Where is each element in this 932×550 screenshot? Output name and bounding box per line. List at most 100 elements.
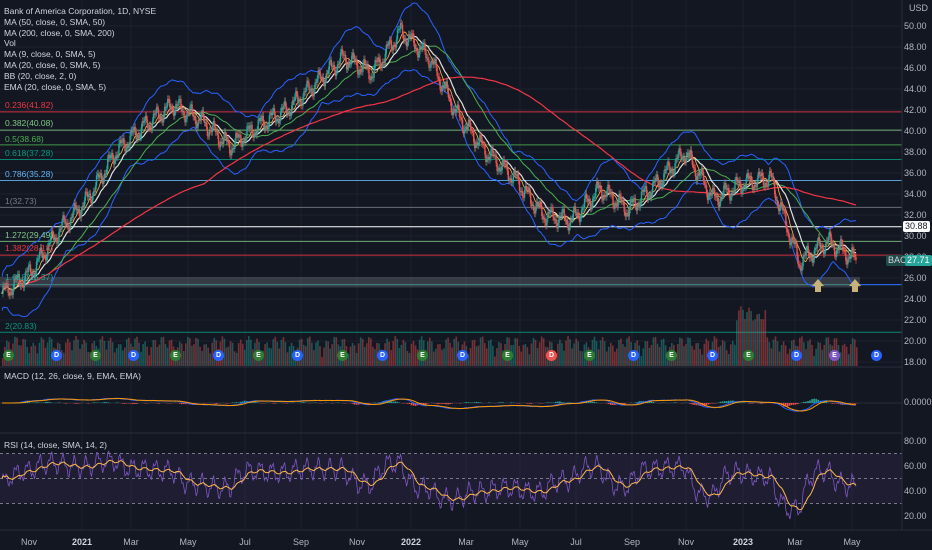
candle-body xyxy=(831,244,834,246)
earnings-icon[interactable]: E xyxy=(170,350,181,361)
candle-body xyxy=(494,154,496,156)
candle-body xyxy=(806,246,808,250)
legend-ma50[interactable]: MA (50, close, 0, SMA, 50) xyxy=(4,16,106,27)
candle-body xyxy=(542,216,544,220)
dividend-icon[interactable]: D xyxy=(51,350,62,361)
candle-body xyxy=(721,196,723,198)
candle-body xyxy=(322,76,324,83)
macd-histogram-bar xyxy=(437,403,439,405)
candle-body xyxy=(26,271,29,273)
macd-histogram-bar xyxy=(447,403,449,405)
earnings-icon[interactable]: E xyxy=(417,350,428,361)
macd-histogram-bar xyxy=(414,403,417,406)
candle-body xyxy=(68,229,70,231)
earnings-icon[interactable]: E xyxy=(584,350,595,361)
fib-retracement[interactable] xyxy=(0,111,902,333)
candle-body xyxy=(22,284,25,288)
macd-histogram-bar xyxy=(75,403,77,404)
dividend-icon[interactable]: D xyxy=(377,350,388,361)
candle-body xyxy=(333,65,336,71)
macd-histogram-bar xyxy=(559,401,561,403)
legend-ma20[interactable]: MA (20, close, 0, SMA, 5) xyxy=(4,59,101,70)
dividend-icon[interactable]: D xyxy=(546,350,557,361)
volume-bar xyxy=(443,348,445,366)
candle-body xyxy=(579,218,582,222)
candle-body xyxy=(693,166,696,169)
candle-body xyxy=(340,49,343,53)
candle-body xyxy=(691,154,694,165)
candle-body xyxy=(336,64,339,71)
candle-body xyxy=(567,224,569,231)
dividend-icon[interactable]: D xyxy=(628,350,639,361)
earnings-icon[interactable]: E xyxy=(666,350,677,361)
earnings-icon[interactable]: E xyxy=(253,350,264,361)
dividend-icon[interactable]: D xyxy=(457,350,468,361)
earnings-icon[interactable]: E xyxy=(743,350,754,361)
macd-histogram-bar xyxy=(851,403,854,404)
dividend-icon[interactable]: D xyxy=(292,350,303,361)
legend-volume[interactable]: Vol xyxy=(4,38,16,49)
candle-body xyxy=(807,246,809,254)
volume-bar xyxy=(107,340,110,366)
volume-bar xyxy=(435,348,437,366)
candle-body xyxy=(708,192,711,197)
dividend-icon[interactable]: D xyxy=(128,350,139,361)
earnings-icon[interactable]: E xyxy=(3,350,14,361)
candle-body xyxy=(722,194,724,198)
candle-body xyxy=(638,204,641,208)
candle-body xyxy=(625,212,627,217)
candle-body xyxy=(174,110,176,117)
volume-bar xyxy=(400,344,403,366)
macd-title[interactable]: MACD (12, 26, close, 9, EMA, EMA) xyxy=(4,371,141,381)
volume-bar xyxy=(516,338,519,366)
earnings-icon[interactable]: E xyxy=(337,350,348,361)
earnings-icon[interactable]: E xyxy=(90,350,101,361)
legend-ema20[interactable]: EMA (20, close, 0, SMA, 5) xyxy=(4,81,107,92)
dividend-icon[interactable]: D xyxy=(213,350,224,361)
candle-body xyxy=(816,241,819,249)
dividend-icon[interactable]: D xyxy=(707,350,718,361)
earnings-icon[interactable]: E xyxy=(502,350,513,361)
macd-histogram-bar xyxy=(760,403,763,404)
candle-body xyxy=(751,180,753,190)
candle-body xyxy=(574,206,577,213)
macd-histogram-bar xyxy=(790,403,793,405)
volume-bar xyxy=(439,343,441,366)
volume-bar xyxy=(475,346,478,366)
candle-body xyxy=(140,127,142,138)
bollinger-bands xyxy=(1,2,857,318)
legend-ma9[interactable]: MA (9, close, 0, SMA, 5) xyxy=(4,49,96,60)
volume-bar xyxy=(48,336,51,366)
candle-body xyxy=(244,140,246,143)
candle-body xyxy=(350,63,352,65)
candle-body xyxy=(431,61,433,62)
candle-body xyxy=(443,85,445,89)
earnings-icon[interactable]: E xyxy=(829,350,840,361)
macd-histogram-bar xyxy=(711,403,714,404)
candle-body xyxy=(347,62,350,68)
volume-bar xyxy=(577,341,580,366)
candle-body xyxy=(753,184,756,190)
volume-bar xyxy=(703,343,706,366)
volume-bar xyxy=(304,345,307,366)
macd-histogram-bar xyxy=(593,401,596,403)
volume-bar xyxy=(398,347,401,366)
volume-bar xyxy=(780,344,783,366)
volume-bar xyxy=(494,356,496,366)
legend-ma200[interactable]: MA (200, close, 0, SMA, 200) xyxy=(4,27,115,38)
macd-histogram-bar xyxy=(825,401,828,403)
legend-bb[interactable]: BB (20, close, 2, 0) xyxy=(4,70,77,81)
macd-histogram-bar xyxy=(591,401,594,403)
dividend-icon[interactable]: D xyxy=(791,350,802,361)
rsi-title[interactable]: RSI (14, close, SMA, 14, 2) xyxy=(4,440,107,450)
candle-body xyxy=(600,185,602,190)
candle-body xyxy=(709,192,712,196)
macd-histogram-bar xyxy=(693,403,695,405)
volume-bar xyxy=(740,306,742,366)
candle-body xyxy=(147,127,150,129)
dividend-icon[interactable]: D xyxy=(871,350,882,361)
candle-body xyxy=(798,264,800,265)
rsi-line xyxy=(1,450,857,520)
candle-body xyxy=(742,186,744,192)
